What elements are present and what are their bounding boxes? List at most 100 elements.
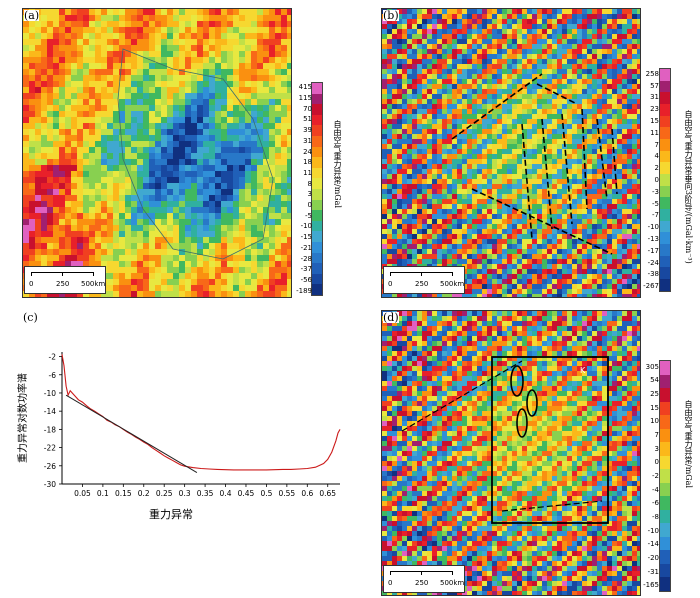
map-cell: [497, 139, 502, 144]
map-cell: [507, 264, 512, 269]
map-cell: [125, 237, 131, 243]
map-cell: [592, 204, 597, 209]
map-cell: [527, 9, 532, 14]
map-cell: [397, 99, 402, 104]
map-cell: [547, 169, 552, 174]
map-cell: [197, 57, 203, 63]
map-cell: [432, 9, 437, 14]
map-cell: [502, 219, 507, 224]
map-cell: [612, 254, 617, 259]
map-cell: [185, 93, 191, 99]
map-cell: [41, 213, 47, 219]
map-cell: [161, 279, 167, 285]
map-cell: [197, 111, 203, 117]
map-cell: [502, 239, 507, 244]
map-cell: [477, 259, 482, 264]
map-cell: [417, 119, 422, 124]
map-cell: [131, 153, 137, 159]
map-cell: [632, 14, 637, 19]
map-cell: [462, 209, 467, 214]
map-cell: [77, 159, 83, 165]
map-cell: [612, 224, 617, 229]
map-cell: [632, 174, 637, 179]
map-cell: [472, 89, 477, 94]
map-cell: [427, 99, 432, 104]
map-cell: [462, 39, 467, 44]
map-cell: [532, 164, 537, 169]
map-cell: [517, 24, 522, 29]
map-cell: [452, 104, 457, 109]
map-cell: [467, 164, 472, 169]
map-cell: [185, 255, 191, 261]
map-cell: [542, 209, 547, 214]
map-cell: [143, 231, 149, 237]
map-cell: [532, 54, 537, 59]
map-cell: [197, 159, 203, 165]
map-cell: [382, 154, 387, 159]
map-cell: [497, 29, 502, 34]
map-cell: [472, 154, 477, 159]
map-cell: [113, 45, 119, 51]
map-cell: [143, 141, 149, 147]
map-cell: [203, 135, 209, 141]
map-cell: [149, 147, 155, 153]
map-cell: [203, 159, 209, 165]
map-cell: [107, 27, 113, 33]
map-cell: [582, 254, 587, 259]
map-cell: [492, 219, 497, 224]
map-cell: [41, 81, 47, 87]
map-cell: [627, 214, 632, 219]
map-cell: [537, 44, 542, 49]
map-cell: [23, 57, 29, 63]
map-cell: [263, 27, 269, 33]
map-cell: [502, 149, 507, 154]
map-cell: [47, 147, 53, 153]
map-cell: [472, 229, 477, 234]
map-cell: [432, 234, 437, 239]
map-cell: [95, 219, 101, 225]
map-cell: [125, 57, 131, 63]
map-cell: [23, 33, 29, 39]
map-cell: [155, 111, 161, 117]
map-cell: [137, 291, 143, 297]
map-cell: [637, 9, 640, 14]
map-cell: [537, 269, 542, 274]
map-cell: [402, 164, 407, 169]
map-cell: [522, 229, 527, 234]
map-cell: [209, 33, 215, 39]
map-cell: [167, 99, 173, 105]
map-cell: [492, 159, 497, 164]
map-cell: [472, 169, 477, 174]
map-cell: [251, 147, 257, 153]
map-cell: [582, 214, 587, 219]
map-cell: [437, 204, 442, 209]
map-cell: [457, 49, 462, 54]
map-cell: [422, 139, 427, 144]
map-cell: [532, 204, 537, 209]
map-cell: [382, 84, 387, 89]
map-cell: [209, 123, 215, 129]
map-cell: [532, 269, 537, 274]
map-cell: [131, 165, 137, 171]
map-cell: [53, 57, 59, 63]
map-cell: [41, 201, 47, 207]
map-cell: [215, 117, 221, 123]
map-cell: [477, 129, 482, 134]
map-cell: [221, 237, 227, 243]
map-cell: [143, 279, 149, 285]
map-cell: [597, 229, 602, 234]
map-cell: [125, 183, 131, 189]
map-cell: [155, 93, 161, 99]
map-cell: [557, 129, 562, 134]
map-cell: [137, 9, 143, 15]
map-cell: [617, 224, 622, 229]
map-cell: [83, 81, 89, 87]
map-cell: [637, 69, 640, 74]
map-cell: [287, 171, 291, 177]
map-cell: [602, 19, 607, 24]
map-cell: [215, 165, 221, 171]
map-cell: [47, 69, 53, 75]
map-cell: [143, 45, 149, 51]
map-cell: [607, 229, 612, 234]
map-cell: [547, 9, 552, 14]
